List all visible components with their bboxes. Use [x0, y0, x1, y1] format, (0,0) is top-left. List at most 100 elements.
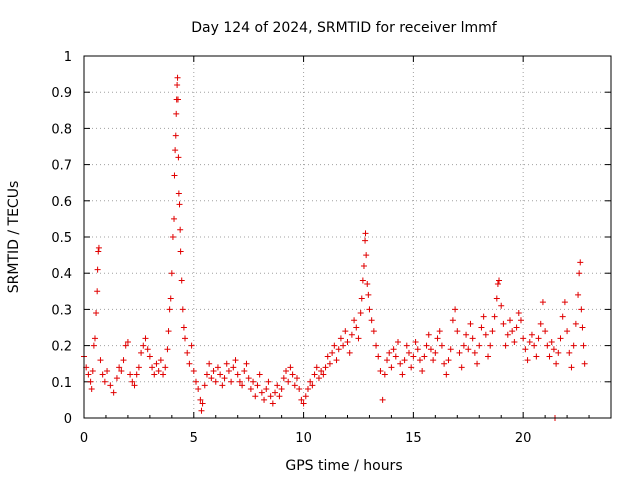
data-point	[296, 386, 303, 393]
data-point	[230, 364, 237, 371]
data-point	[179, 306, 186, 313]
data-point	[421, 353, 428, 360]
data-point	[232, 357, 239, 364]
data-point	[511, 338, 518, 345]
data-point	[362, 230, 369, 237]
data-point	[568, 364, 575, 371]
data-point	[302, 393, 309, 400]
data-point	[463, 331, 470, 338]
data-point	[309, 382, 316, 389]
data-point	[469, 335, 476, 342]
plot-frame	[83, 55, 612, 419]
data-point	[531, 342, 538, 349]
data-point	[504, 331, 511, 338]
data-point	[173, 110, 180, 117]
data-point	[304, 386, 311, 393]
data-point	[87, 378, 94, 385]
data-point	[401, 357, 408, 364]
x-tick-label: 5	[190, 431, 198, 446]
data-point	[89, 367, 96, 374]
data-point	[322, 364, 329, 371]
data-point	[471, 349, 478, 356]
data-point	[176, 201, 183, 208]
data-point	[300, 400, 307, 407]
data-point	[542, 328, 549, 335]
data-point	[550, 346, 557, 353]
data-point	[199, 400, 206, 407]
data-point	[177, 248, 184, 255]
data-point	[384, 357, 391, 364]
data-point	[388, 364, 395, 371]
x-axis-title: GPS time / hours	[285, 458, 402, 474]
data-point	[94, 288, 101, 295]
data-point	[313, 364, 320, 371]
data-point	[165, 328, 172, 335]
data-point	[101, 378, 108, 385]
data-point	[362, 237, 369, 244]
data-point	[566, 349, 573, 356]
data-point	[263, 386, 270, 393]
data-point	[458, 364, 465, 371]
data-point	[135, 364, 142, 371]
data-point	[258, 389, 265, 396]
data-point	[381, 371, 388, 378]
data-point	[363, 252, 370, 259]
data-point	[340, 342, 347, 349]
data-point	[138, 349, 145, 356]
data-point	[214, 364, 221, 371]
data-point	[335, 346, 342, 353]
data-point	[129, 378, 136, 385]
data-point	[487, 342, 494, 349]
data-point	[95, 244, 102, 251]
data-point	[197, 396, 204, 403]
data-point	[524, 357, 531, 364]
data-point	[118, 367, 125, 374]
data-point	[482, 331, 489, 338]
data-point	[576, 270, 583, 277]
data-point	[496, 277, 503, 284]
data-point	[539, 299, 546, 306]
data-point	[234, 371, 241, 378]
data-point	[570, 342, 577, 349]
data-point	[168, 270, 175, 277]
data-point	[298, 396, 305, 403]
data-point	[307, 378, 314, 385]
data-point	[146, 353, 153, 360]
data-point	[162, 364, 169, 371]
data-points	[81, 74, 588, 421]
data-point	[195, 386, 202, 393]
data-point	[351, 317, 358, 324]
data-point	[509, 328, 516, 335]
data-point	[454, 328, 461, 335]
data-point	[283, 367, 290, 374]
data-point	[164, 346, 171, 353]
data-point	[494, 281, 501, 288]
data-point	[493, 295, 500, 302]
data-point	[267, 393, 274, 400]
data-point	[515, 310, 522, 317]
data-point	[528, 331, 535, 338]
chart-title: Day 124 of 2024, SRMTID for receiver lmm…	[191, 20, 498, 36]
data-point	[447, 346, 454, 353]
y-tick-label: 0.9	[51, 86, 72, 101]
y-tick-label: 0.6	[51, 195, 72, 210]
y-tick-label: 0.5	[51, 231, 72, 246]
data-point	[355, 335, 362, 342]
data-point	[192, 378, 199, 385]
data-point	[337, 335, 344, 342]
data-point	[120, 357, 127, 364]
data-point	[366, 306, 373, 313]
data-point	[561, 299, 568, 306]
data-point	[208, 375, 215, 382]
data-point	[443, 371, 450, 378]
data-point	[478, 324, 485, 331]
data-point	[210, 367, 217, 374]
data-point	[445, 357, 452, 364]
data-point	[219, 382, 226, 389]
data-point	[489, 328, 496, 335]
data-point	[107, 382, 114, 389]
data-point	[265, 378, 272, 385]
data-point	[485, 353, 492, 360]
x-tick-label: 20	[515, 431, 532, 446]
